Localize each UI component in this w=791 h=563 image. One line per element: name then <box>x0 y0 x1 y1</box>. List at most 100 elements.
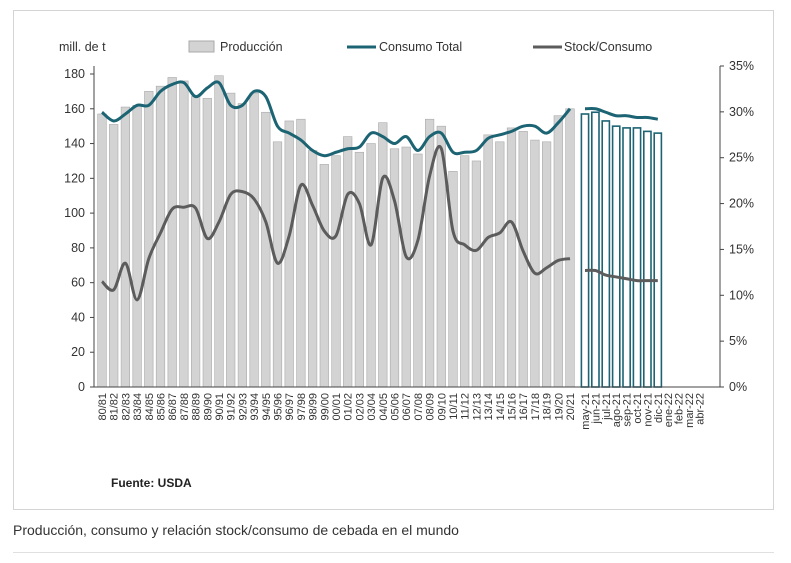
monthly-stock-consumption-line <box>584 268 658 283</box>
x-tick-label: 20/21 <box>565 393 577 421</box>
x-tick-label-month: feb-22 <box>674 393 686 424</box>
x-tick-label: 08/09 <box>425 393 437 421</box>
x-tick-label: 83/84 <box>132 393 144 421</box>
x-tick-label: 07/08 <box>413 393 425 421</box>
x-tick-label: 15/16 <box>507 393 519 421</box>
source-note: Fuente: USDA <box>111 476 192 490</box>
x-tick-label: 82/83 <box>120 393 132 421</box>
x-tick-label: 00/01 <box>331 393 343 421</box>
x-tick-label: 18/19 <box>542 393 554 421</box>
production-bar <box>553 115 563 388</box>
production-bar <box>202 98 212 388</box>
production-bar <box>565 108 575 388</box>
monthly-consumption-line <box>584 107 659 121</box>
y-tick-label: 140 <box>64 137 85 151</box>
x-tick-label-month: ago-21 <box>611 393 623 427</box>
legend-label-consumption: Consumo Total <box>379 40 462 54</box>
x-tick-label: 80/81 <box>97 393 109 421</box>
x-tick-label: 91/92 <box>226 393 238 421</box>
production-bar <box>191 96 201 388</box>
y-tick-label: 120 <box>64 171 85 185</box>
x-tick-label: 95/96 <box>273 393 285 421</box>
y-tick-label: 60 <box>71 276 85 290</box>
x-tick-label: 96/97 <box>284 393 296 421</box>
legend-swatch-production <box>188 40 215 53</box>
figure-caption: Producción, consumo y relación stock/con… <box>13 522 459 538</box>
production-bar <box>471 160 482 388</box>
monthly-production-bar <box>590 111 600 388</box>
production-bar <box>249 92 259 388</box>
x-tick-label-month: abr-22 <box>694 393 706 425</box>
x-tick-label: 02/03 <box>354 393 366 421</box>
x-tick-label: 89/90 <box>202 393 214 421</box>
x-tick-label: 14/15 <box>495 393 507 421</box>
monthly-production-bar <box>622 127 631 388</box>
x-tick-label-month: dic-21 <box>653 393 665 423</box>
y2-tick-label: 0% <box>729 380 747 394</box>
x-tick-label: 16/17 <box>518 393 530 421</box>
y2-tick-label: 35% <box>729 59 754 73</box>
production-bar <box>179 80 189 388</box>
x-tick-label: 11/12 <box>460 393 472 420</box>
production-bar <box>132 105 142 388</box>
x-tick-label: 13/14 <box>483 393 495 421</box>
monthly-production-bar <box>580 113 590 388</box>
y-axis-unit-label: mill. de t <box>59 40 106 54</box>
production-bar <box>389 148 400 388</box>
monthly-production-bar <box>642 130 652 388</box>
production-bar <box>307 150 318 388</box>
production-bar <box>120 106 130 388</box>
production-bar <box>144 91 154 388</box>
production-bar <box>331 155 341 388</box>
production-bar <box>530 139 540 388</box>
x-tick-label-month: oct-21 <box>632 393 644 424</box>
x-tick-label: 99/00 <box>319 393 331 421</box>
x-tick-label: 97/98 <box>296 393 308 421</box>
production-bar <box>296 118 306 388</box>
x-tick-label-month: ene-22 <box>663 393 675 427</box>
production-bar <box>237 103 248 388</box>
x-tick-label: 12/13 <box>471 393 483 421</box>
x-tick-label-month: jun-21 <box>590 393 602 425</box>
y-tick-label: 100 <box>64 206 85 220</box>
x-tick-label-month: sep-21 <box>622 393 634 427</box>
x-tick-label: 17/18 <box>530 393 542 421</box>
x-tick-label: 03/04 <box>366 393 378 421</box>
stock-consumption-line <box>100 144 571 302</box>
production-bar <box>226 92 236 388</box>
production-bar <box>109 124 119 388</box>
y2-tick-label: 15% <box>729 242 754 256</box>
x-tick-label: 06/07 <box>401 393 413 421</box>
production-bar <box>460 155 470 388</box>
y-tick-label: 40 <box>71 310 85 324</box>
x-tick-label: 94/95 <box>261 393 273 421</box>
x-tick-label: 19/20 <box>553 393 565 421</box>
legend-label-ratio: Stock/Consumo <box>564 40 652 54</box>
production-bar <box>167 77 177 388</box>
x-tick-label: 84/85 <box>144 393 156 421</box>
y2-tick-label: 10% <box>729 288 754 302</box>
production-bar <box>261 111 271 388</box>
x-tick-label: 05/06 <box>390 393 402 421</box>
x-tick-label: 90/91 <box>214 393 226 421</box>
y-tick-label: 80 <box>71 241 85 255</box>
chart-frame: 0 20 40 60 80 100 120 140 160 180 0% 5% 10% 15% 20% 25%… <box>13 10 774 510</box>
monthly-production-bar <box>611 125 621 388</box>
x-tick-label: 04/05 <box>378 393 390 421</box>
consumption-line <box>101 80 572 158</box>
x-tick-label: 09/10 <box>436 393 448 421</box>
x-tick-label: 87/88 <box>179 393 191 421</box>
production-bar <box>284 120 294 388</box>
production-bar <box>495 141 505 388</box>
y-tick-label: 180 <box>64 67 85 81</box>
x-tick-label: 88/89 <box>191 393 203 421</box>
monthly-production-bar <box>632 127 642 388</box>
x-tick-label-month: may-21 <box>580 393 592 430</box>
x-tick-label: 81/82 <box>109 393 121 421</box>
x-tick-label-month: mar-22 <box>684 393 696 428</box>
y-tick-label: 0 <box>78 380 85 394</box>
legend: Producción Consumo Total Stock/Consumo <box>188 40 652 54</box>
y-tick-label: 160 <box>64 102 85 116</box>
production-bar <box>343 136 353 388</box>
x-tick-label: 93/94 <box>249 393 261 421</box>
